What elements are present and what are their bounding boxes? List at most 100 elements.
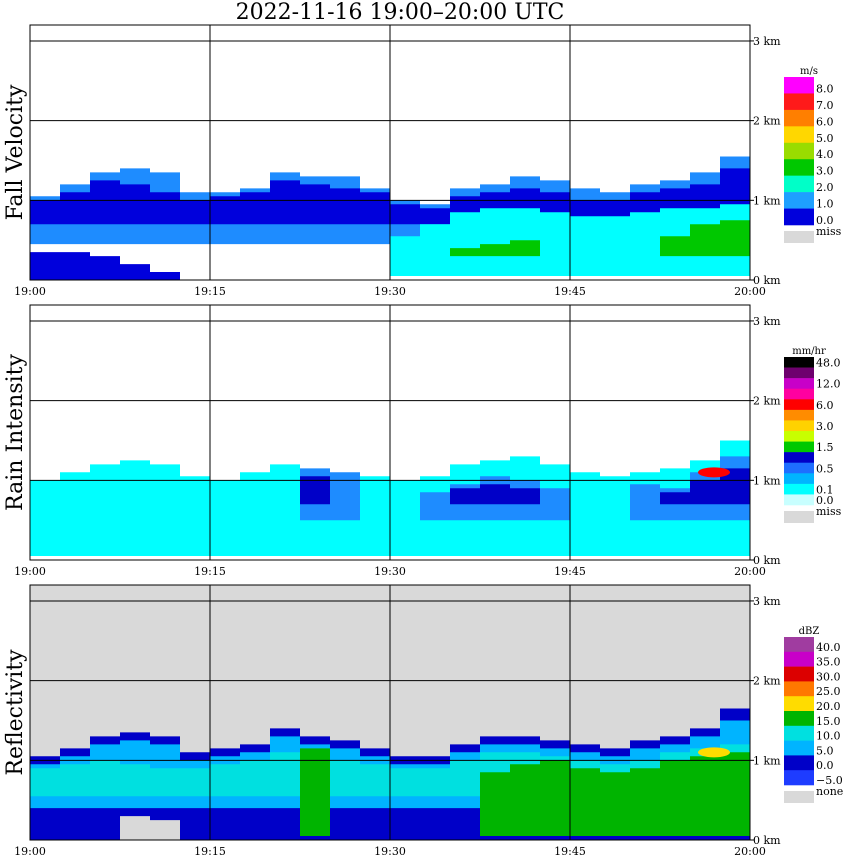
legend-label: 12.0	[816, 378, 841, 391]
legend-swatch	[784, 637, 814, 653]
legend-swatch	[784, 696, 814, 712]
legend-unit: m/s	[800, 66, 818, 77]
legend-swatch	[784, 420, 814, 432]
legend-swatch	[784, 77, 814, 94]
time-tick-label: 19:45	[554, 565, 586, 578]
legend-swatch	[784, 159, 814, 176]
legend-swatch	[784, 666, 814, 682]
height-tick-label: 1 km	[753, 474, 781, 487]
legend-label: 6.0	[816, 399, 834, 412]
legend-swatch	[784, 378, 814, 390]
height-tick-label: 2 km	[753, 675, 781, 688]
legend-label: 30.0	[816, 670, 841, 683]
legend-swatch	[784, 711, 814, 727]
legend-missing-label: miss	[816, 225, 842, 238]
legend-missing-swatch	[784, 791, 814, 803]
legend-label: 7.0	[816, 99, 834, 112]
legend-label: 8.0	[816, 82, 834, 95]
legend-missing-label: miss	[816, 505, 842, 518]
time-tick-label: 19:00	[14, 845, 46, 858]
height-tick-label: 0 km	[753, 274, 781, 287]
time-tick-label: 19:30	[374, 285, 406, 298]
legend-label: 20.0	[816, 700, 841, 713]
height-tick-label: 1 km	[753, 754, 781, 767]
panel-title: Reflectivity	[3, 649, 28, 776]
time-tick-label: 19:00	[14, 285, 46, 298]
legend-swatch	[784, 175, 814, 193]
data-layer-3	[300, 748, 750, 836]
legend-unit: mm/hr	[792, 346, 826, 357]
hotspot-0	[698, 467, 730, 478]
height-tick-label: 0 km	[753, 554, 781, 567]
legend-label: 3.0	[816, 420, 834, 433]
legend-label: 40.0	[816, 641, 841, 654]
legend-label: 0.1	[816, 483, 834, 496]
time-tick-label: 19:15	[194, 845, 226, 858]
legend-swatch	[784, 651, 814, 667]
legend-label: 48.0	[816, 357, 841, 370]
time-tick-label: 19:30	[374, 565, 406, 578]
time-tick-label: 19:45	[554, 285, 586, 298]
legend-label: 6.0	[816, 115, 834, 128]
legend-swatch	[784, 142, 814, 160]
legend-label: 1.0	[816, 198, 834, 211]
legend-label: 0.0	[816, 214, 834, 227]
panel-title: Fall Velocity	[3, 84, 28, 220]
panel-title: Rain Intensity	[3, 353, 28, 510]
time-tick-label: 20:00	[734, 285, 766, 298]
height-tick-label: 3 km	[753, 315, 781, 328]
legend-swatch	[784, 208, 814, 226]
legend-label: 0.0	[816, 759, 834, 772]
legend-swatch	[784, 483, 814, 495]
legend-label: 0.5	[816, 462, 834, 475]
legend-label: 1.5	[816, 441, 834, 454]
panel-frame	[29, 584, 751, 841]
height-tick-label: 2 km	[753, 115, 781, 128]
height-tick-label: 3 km	[753, 35, 781, 48]
legend-label: −5.0	[816, 774, 843, 787]
data-layer-2	[300, 468, 750, 505]
legend-label: 4.0	[816, 148, 834, 161]
time-tick-label: 20:00	[734, 565, 766, 578]
height-tick-label: 1 km	[753, 194, 781, 207]
legend-label: 0.0	[816, 494, 834, 507]
data-layer-4	[120, 816, 180, 840]
legend-swatch	[784, 93, 814, 111]
legend-label: 25.0	[816, 685, 841, 698]
legend-swatch	[784, 462, 814, 474]
legend-missing-swatch	[784, 231, 814, 243]
legend-label: 35.0	[816, 656, 841, 669]
page-title: 2022-11-16 19:00–20:00 UTC	[235, 0, 565, 25]
panel-rain-intensity: 19:00 19:15 19:30 19:45 20:000 km 1 km 2 km 3 k…	[3, 304, 842, 578]
legend-label: 5.0	[816, 132, 834, 145]
legend-swatch	[784, 725, 814, 741]
legend-swatch	[784, 357, 814, 368]
legend-swatch	[784, 452, 814, 464]
legend-label: 15.0	[816, 715, 841, 728]
legend-swatch	[784, 399, 814, 411]
time-tick-label: 19:30	[374, 845, 406, 858]
time-tick-label: 19:15	[194, 285, 226, 298]
panel-frame	[29, 24, 751, 281]
legend-missing-label: none	[816, 785, 843, 798]
legend-swatch	[784, 409, 814, 421]
time-tick-label: 20:00	[734, 845, 766, 858]
panel-reflectivity: 19:00 19:15 19:30 19:45 20:000 km 1 km 2 km 3 k…	[3, 584, 843, 858]
data-layer-4	[30, 252, 180, 280]
legend-swatch	[784, 755, 814, 771]
legend-unit: dBZ	[799, 626, 820, 637]
time-tick-label: 19:15	[194, 565, 226, 578]
legend-swatch	[784, 192, 814, 209]
legend-swatch	[784, 126, 814, 144]
panel-frame	[29, 304, 751, 561]
legend-swatch	[784, 431, 814, 442]
legend-swatch	[784, 681, 814, 697]
legend-swatch	[784, 770, 814, 786]
panel-fall-velocity: 19:00 19:15 19:30 19:45 20:000 km 1 km 2 km 3 k…	[3, 24, 842, 298]
legend-swatch	[784, 473, 814, 485]
height-tick-label: 0 km	[753, 834, 781, 847]
legend-swatch	[784, 740, 814, 756]
legend-missing-swatch	[784, 511, 814, 523]
data-layer-3	[450, 220, 750, 257]
